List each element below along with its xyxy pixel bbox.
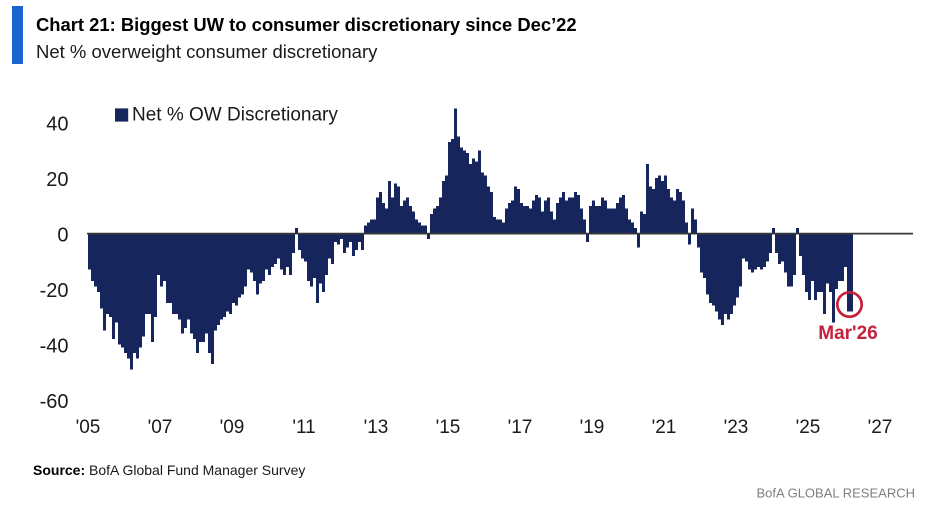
svg-text:'15: '15	[436, 417, 461, 438]
svg-text:'25: '25	[796, 417, 821, 438]
svg-text:0: 0	[57, 224, 68, 246]
svg-text:Net % OW Discretionary: Net % OW Discretionary	[132, 105, 338, 126]
svg-text:'05: '05	[76, 417, 101, 438]
svg-text:Net % overweight consumer disc: Net % overweight consumer discretionary	[36, 41, 378, 62]
svg-text:Chart 21: Biggest UW to consum: Chart 21: Biggest UW to consumer discret…	[36, 14, 577, 35]
svg-text:-40: -40	[40, 335, 69, 357]
svg-text:'09: '09	[220, 417, 245, 438]
svg-text:'07: '07	[148, 417, 173, 438]
svg-text:-60: -60	[40, 391, 69, 413]
svg-text:'11: '11	[292, 417, 315, 438]
svg-text:'27: '27	[868, 417, 893, 438]
svg-text:'19: '19	[580, 417, 605, 438]
svg-text:-20: -20	[40, 280, 69, 302]
svg-text:20: 20	[46, 169, 68, 191]
svg-text:'17: '17	[508, 417, 533, 438]
svg-text:Mar'26: Mar'26	[818, 323, 877, 344]
svg-text:BofA GLOBAL RESEARCH: BofA GLOBAL RESEARCH	[757, 486, 915, 501]
svg-text:40: 40	[46, 113, 68, 135]
svg-text:'13: '13	[364, 417, 389, 438]
svg-text:'23: '23	[724, 417, 749, 438]
svg-text:'21: '21	[652, 417, 677, 438]
svg-text:Source: BofA Global Fund Manag: Source: BofA Global Fund Manager Survey	[33, 462, 305, 478]
